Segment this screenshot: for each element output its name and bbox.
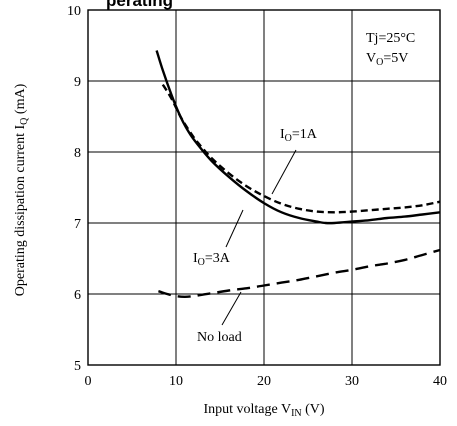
label-bg-io1a [276, 121, 350, 143]
series-layer [155, 50, 441, 299]
leader-noload [221, 291, 242, 326]
label-bg-io3a [190, 246, 252, 268]
x-axis-label: Input voltage VIN (V) [203, 402, 324, 419]
leader-io3a [225, 209, 244, 248]
y-tick-label: 7 [74, 217, 81, 232]
y-tick-label: 6 [74, 288, 81, 303]
plot-frame [87, 9, 441, 366]
leader-io1a [271, 149, 297, 195]
condition-tj: Tj=25°C [366, 31, 415, 46]
x-tick-label: 20 [257, 374, 271, 389]
series-line-2 [158, 248, 441, 299]
series-line-1 [155, 50, 441, 225]
x-tick-label: 0 [85, 374, 92, 389]
chart-title-fragment: perating [106, 0, 173, 10]
y-tick-label: 5 [74, 359, 81, 374]
conditions-box-bg [360, 22, 438, 70]
y-tick-label: 8 [74, 146, 81, 161]
condition-vo: VO=5V [366, 51, 408, 68]
y-tick-labels: 5 6 7 8 9 10 [67, 4, 81, 374]
y-tick-label: 10 [67, 4, 81, 19]
series-line-0 [161, 83, 441, 214]
x-tick-label: 40 [433, 374, 447, 389]
x-tick-labels: 0 10 20 30 40 [85, 374, 448, 389]
label-bg-noload [194, 326, 258, 348]
series-label-io3a: IO=3A [193, 251, 231, 268]
series-label-noload: No load [197, 330, 242, 345]
y-tick-label: 9 [74, 75, 81, 90]
y-axis-label: Operating dissipation current IQ (mA) [13, 83, 30, 296]
x-tick-label: 10 [169, 374, 183, 389]
x-tick-label: 30 [345, 374, 359, 389]
series-label-io1a: IO=1A [280, 127, 318, 144]
